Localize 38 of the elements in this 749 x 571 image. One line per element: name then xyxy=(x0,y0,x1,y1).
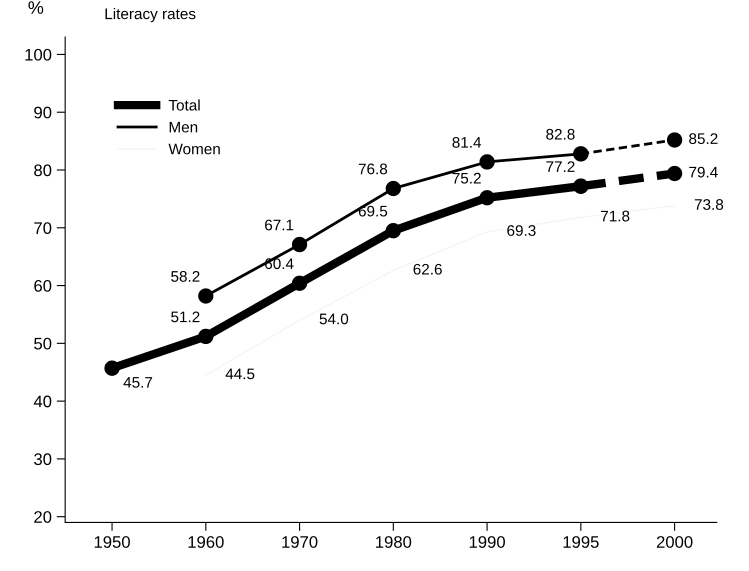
x-tick-label: 1980 xyxy=(376,536,412,548)
x-tick-label: 1990 xyxy=(470,536,505,548)
y-tick-label: 100 xyxy=(25,48,52,61)
chart-title: Literacy rates xyxy=(106,8,196,22)
data-label: 67.1 xyxy=(265,220,294,230)
x-tick-label: 1970 xyxy=(282,536,318,548)
data-label: 82.8 xyxy=(546,128,575,140)
y-axis-title: % xyxy=(28,1,44,14)
y-tick-label: 60 xyxy=(34,280,52,292)
y-tick-label: 40 xyxy=(34,396,52,408)
data-label: 73.8 xyxy=(694,199,724,210)
x-tick-label: 1995 xyxy=(564,536,599,548)
y-tick-label: 20 xyxy=(34,511,52,523)
legend-label: Women xyxy=(168,144,220,154)
data-label: 51.2 xyxy=(171,311,200,322)
data-label: 58.2 xyxy=(171,271,200,282)
data-label: 62.6 xyxy=(414,264,442,275)
x-tick-label: 1960 xyxy=(188,536,224,548)
data-label: 75.2 xyxy=(452,172,481,184)
data-label: 77.2 xyxy=(546,161,575,172)
data-label: 54.0 xyxy=(320,314,348,324)
y-tick-label: 70 xyxy=(34,222,52,234)
data-label: 85.2 xyxy=(689,133,718,144)
data-label: 45.7 xyxy=(124,377,152,388)
data-label: 71.8 xyxy=(601,210,630,222)
legend-label: Total xyxy=(168,99,200,111)
y-tick-label: 90 xyxy=(34,106,52,118)
x-tick-label: 1950 xyxy=(94,536,130,548)
y-tick-label: 80 xyxy=(34,164,52,176)
data-label: 44.5 xyxy=(226,368,254,380)
x-tick-label: 2000 xyxy=(656,536,692,548)
y-tick-label: 30 xyxy=(34,453,52,466)
data-label: 76.8 xyxy=(358,164,388,174)
data-label: 79.4 xyxy=(689,166,718,178)
y-tick-label: 50 xyxy=(34,338,52,350)
legend-label: Men xyxy=(170,122,198,133)
data-label: 81.4 xyxy=(452,136,482,148)
data-label: 69.3 xyxy=(507,225,536,236)
